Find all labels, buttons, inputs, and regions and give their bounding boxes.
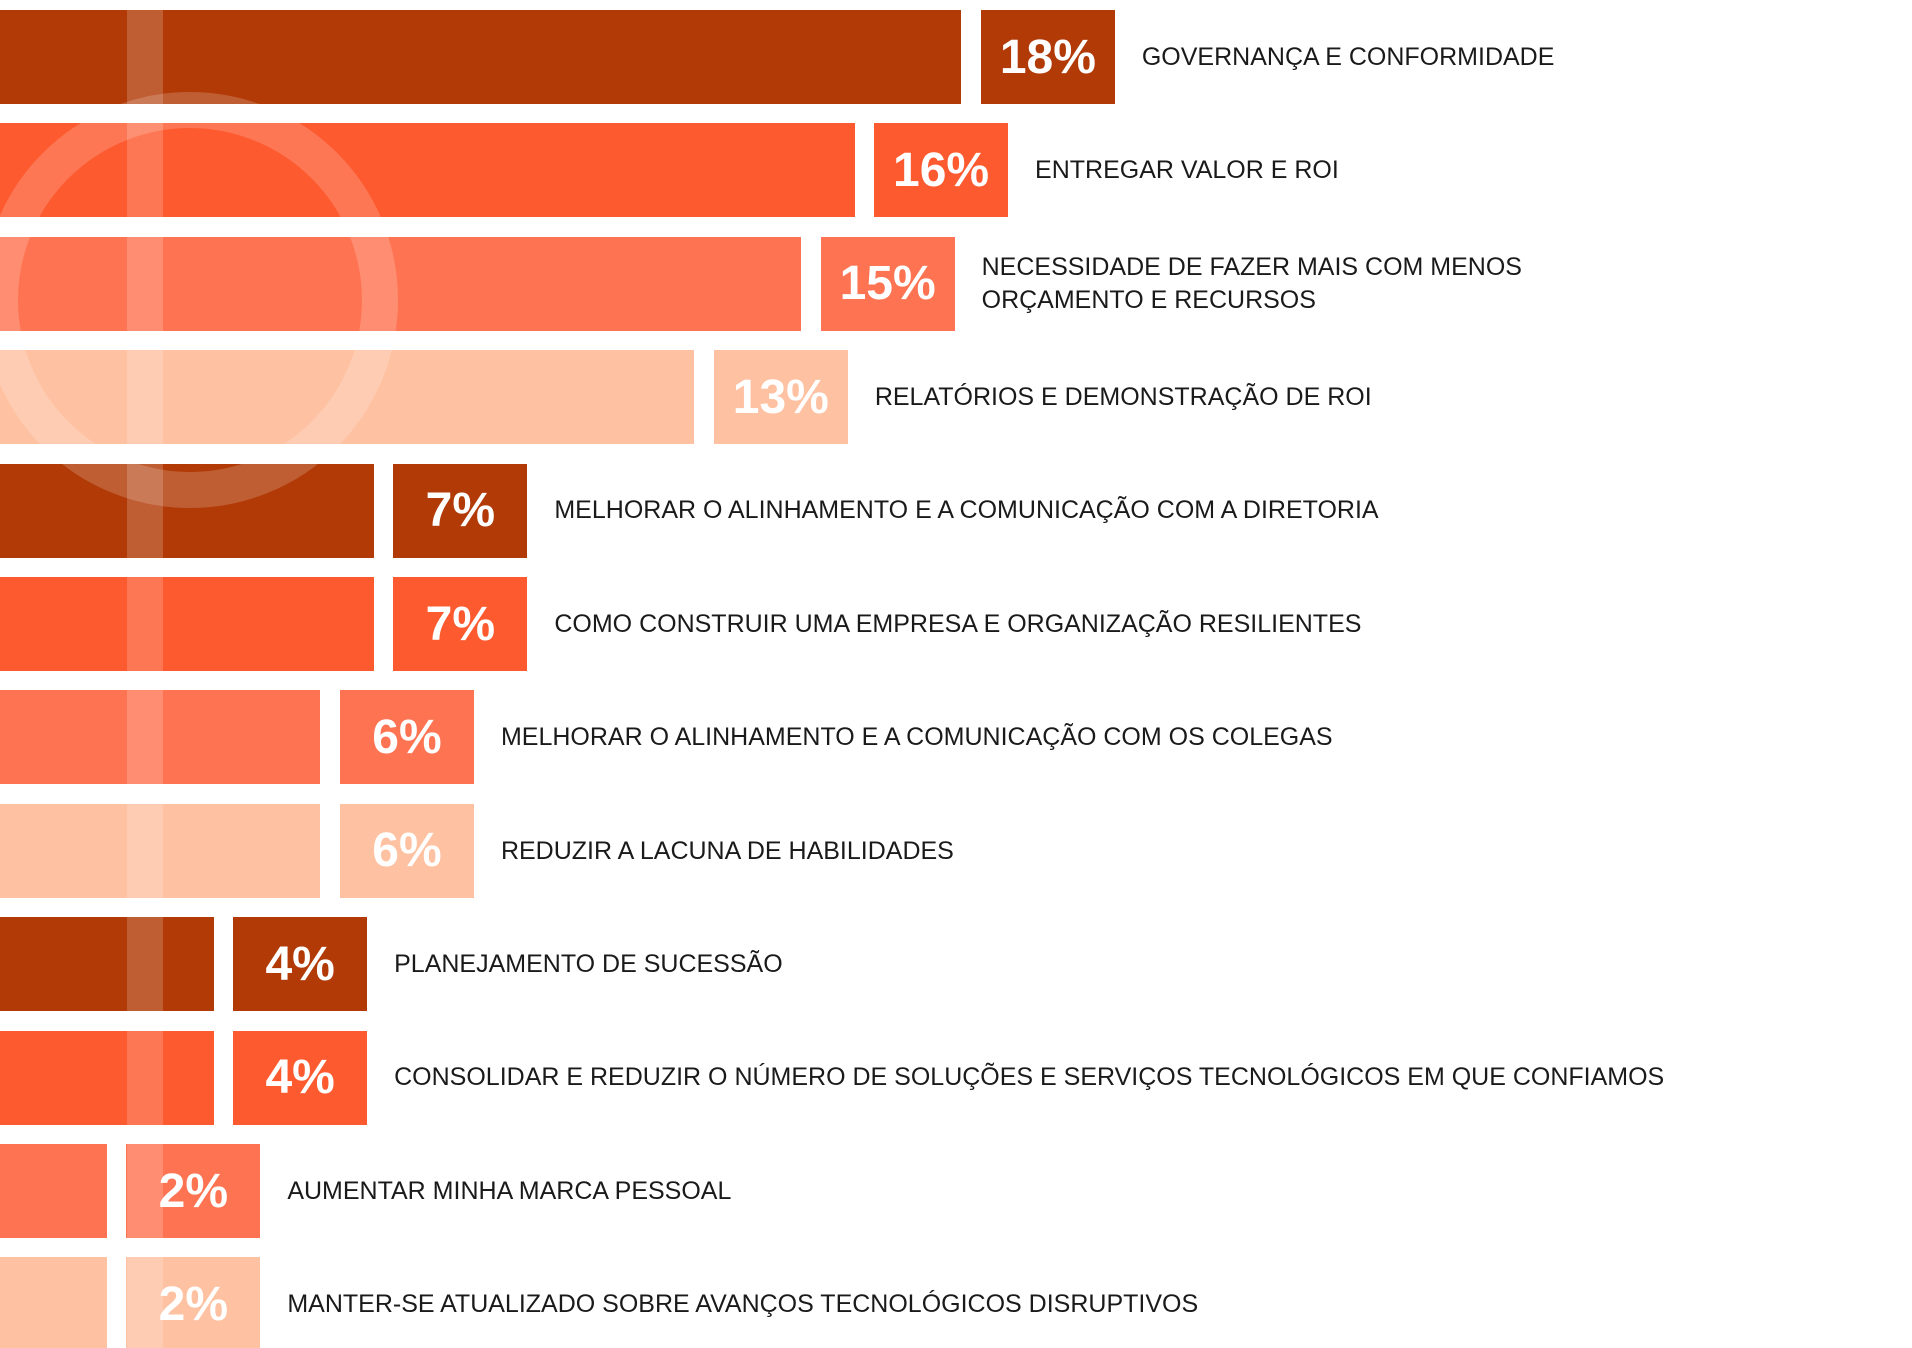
bar [0, 463, 374, 558]
value-label: 2% [126, 1257, 261, 1348]
category-label: CONSOLIDAR E REDUZIR O NÚMERO DE SOLUÇÕE… [394, 1063, 1665, 1092]
value-label: 4% [233, 917, 368, 1012]
value-label: 18% [980, 10, 1115, 104]
bar [0, 10, 962, 104]
bar [0, 1030, 214, 1125]
bar [0, 123, 855, 218]
bar [0, 1144, 107, 1238]
category-label: MELHORAR O ALINHAMENTO E A COMUNICAÇÃO C… [554, 496, 1379, 525]
value-label: 15% [820, 236, 955, 331]
bar [0, 917, 214, 1012]
category-label: MANTER-SE ATUALIZADO SOBRE AVANÇOS TECNO… [287, 1290, 1199, 1319]
value-label: 16% [874, 123, 1009, 218]
bar [0, 1257, 107, 1348]
value-label: 7% [393, 463, 528, 558]
category-label: RELATÓRIOS E DEMONSTRAÇÃO DE ROI [874, 382, 1372, 411]
category-label: PLANEJAMENTO DE SUCESSÃO [394, 949, 783, 978]
bar [0, 803, 321, 898]
bar [0, 577, 374, 671]
category-label: AUMENTAR MINHA MARCA PESSOAL [287, 1176, 732, 1205]
value-label: 6% [339, 803, 474, 898]
category-label: NECESSIDADE DE FAZER MAIS COM MENOS ORÇA… [981, 253, 1522, 314]
category-label: GOVERNANÇA E CONFORMIDADE [1141, 42, 1555, 71]
value-label: 7% [393, 577, 528, 671]
bar [0, 350, 695, 445]
category-label: ENTREGAR VALOR E ROI [1035, 156, 1339, 185]
category-label: COMO CONSTRUIR UMA EMPRESA E ORGANIZAÇÃO… [554, 609, 1362, 638]
value-label: 6% [339, 690, 474, 785]
bar [0, 236, 802, 331]
value-label: 2% [126, 1144, 261, 1238]
value-label: 4% [233, 1030, 368, 1125]
category-label: REDUZIR A LACUNA DE HABILIDADES [500, 836, 954, 865]
bar [0, 690, 321, 785]
value-label: 13% [713, 350, 848, 445]
category-label: MELHORAR O ALINHAMENTO E A COMUNICAÇÃO C… [500, 723, 1333, 752]
